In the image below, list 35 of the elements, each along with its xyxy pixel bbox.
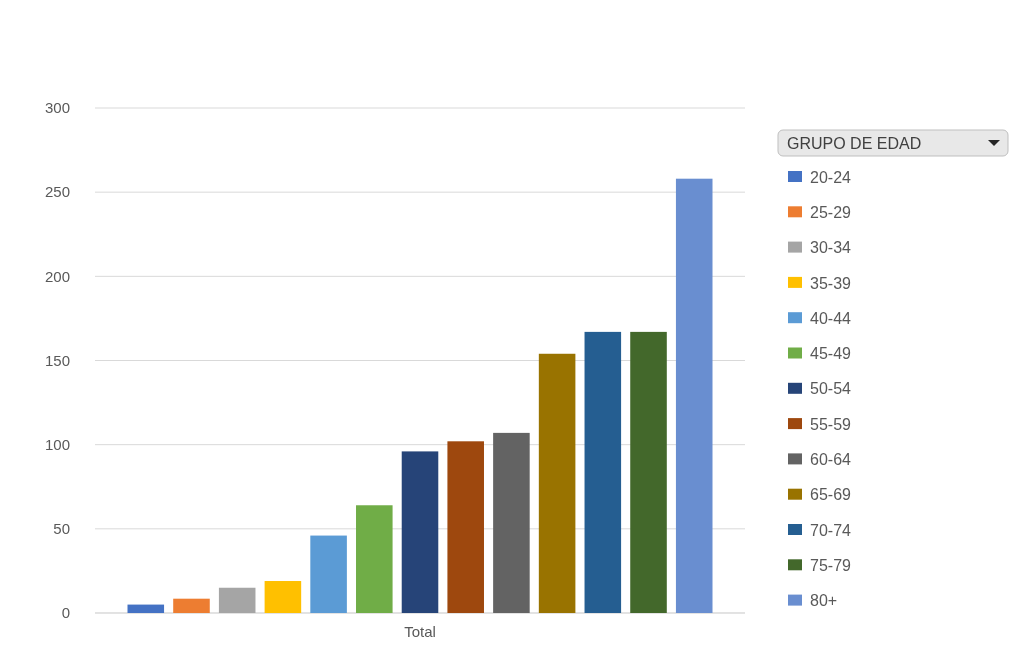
- bar: [493, 432, 530, 613]
- legend-label: 40-44: [810, 309, 852, 327]
- bar: [538, 353, 576, 613]
- legend-label: 25-29: [810, 203, 852, 221]
- bar: [310, 535, 347, 613]
- y-tick-label: 100: [44, 435, 70, 453]
- y-tick-label: 0: [61, 604, 70, 622]
- x-tick-label: Total: [404, 623, 436, 640]
- bar: [173, 598, 210, 613]
- y-tick-label: 50: [53, 520, 70, 538]
- y-tick-label: 200: [44, 267, 70, 285]
- legend-label: 60-64: [810, 451, 852, 468]
- bar: [630, 331, 667, 613]
- legend-label: 65-69: [810, 486, 852, 504]
- y-tick-label: 250: [44, 183, 70, 201]
- legend-label: 45-49: [810, 345, 852, 363]
- legend-label: 50-54: [810, 380, 852, 398]
- legend-label: 30-34: [810, 239, 852, 257]
- y-tick-label: 150: [44, 351, 70, 369]
- bar: [584, 331, 622, 613]
- bar: [264, 581, 302, 613]
- bar: [401, 451, 439, 613]
- legend-label: 35-39: [810, 274, 852, 292]
- bar: [127, 604, 165, 613]
- legend-title: GRUPO DE EDAD: [787, 135, 922, 152]
- bar: [447, 441, 484, 613]
- legend-label: 20-24: [810, 168, 852, 186]
- legend-label: 80+: [810, 592, 838, 610]
- y-tick-label: 300: [44, 99, 70, 117]
- legend-label: 70-74: [810, 521, 852, 539]
- legend-label: 55-59: [810, 415, 852, 433]
- bar: [218, 587, 256, 613]
- bar: [356, 505, 393, 613]
- bar: [675, 178, 713, 613]
- legend-label: 75-79: [810, 556, 852, 574]
